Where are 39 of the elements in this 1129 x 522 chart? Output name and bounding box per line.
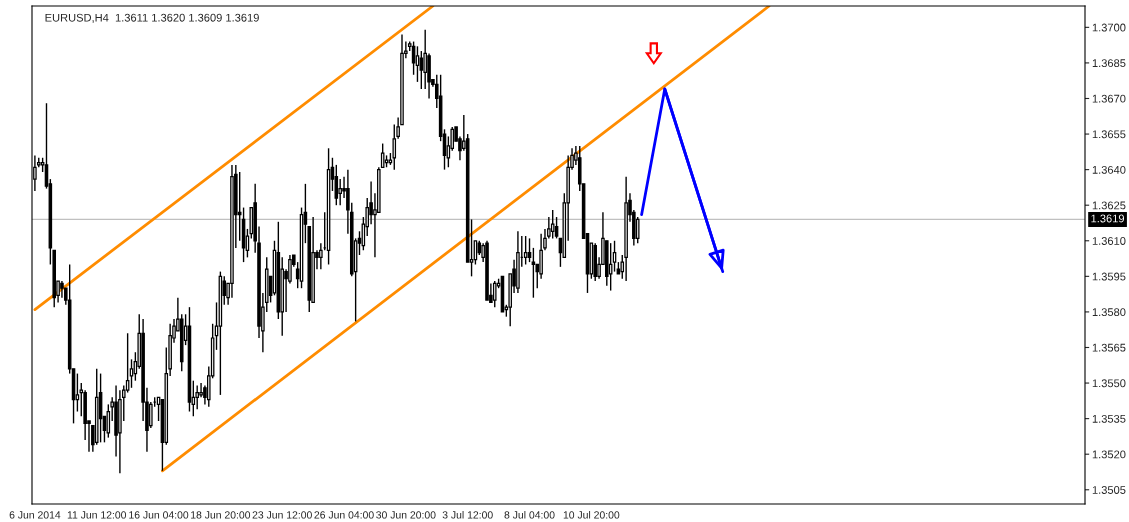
y-tick-label: 1.3670	[1092, 94, 1126, 103]
x-tick-label: 16 Jun 04:00	[129, 511, 189, 519]
y-tick-label: 1.3565	[1092, 343, 1126, 352]
candlestick	[527, 237, 532, 263]
candlestick	[338, 178, 342, 206]
x-tick-label: 10 Jul 20:00	[563, 510, 620, 519]
x-tick-label: 30 Jun 20:00	[376, 511, 436, 519]
candlestick	[550, 209, 555, 240]
ref-line-label: 1.3619	[1091, 214, 1125, 223]
y-tick-label: 1.3535	[1092, 414, 1126, 423]
y-tick-label: 1.3505	[1092, 486, 1126, 494]
y-tick-label: 1.3640	[1092, 165, 1126, 174]
y-tick-label: 1.3685	[1092, 59, 1126, 68]
text: EURUSD,H4 1.3611 1.3620 1.3609 1.3619	[45, 13, 259, 23]
x-tick-label: 8 Jul 04:00	[504, 510, 555, 519]
y-tick-label: 1.3625	[1092, 201, 1126, 210]
x-tick-label: 11 Jun 12:00	[67, 511, 127, 519]
x-tick-label: 6 Jun 2014	[9, 511, 61, 519]
y-tick-label: 1.3655	[1092, 130, 1126, 139]
x-tick-label: 18 Jun 20:00	[191, 511, 251, 519]
y-tick-label: 1.3580	[1092, 308, 1126, 317]
x-tick-label: 3 Jul 12:00	[442, 510, 493, 519]
y-tick-label: 1.3610	[1092, 237, 1126, 245]
candlestick	[60, 280, 64, 299]
y-tick-label: 1.3595	[1092, 272, 1126, 281]
candlestick	[319, 242, 323, 270]
candlestick	[492, 280, 497, 308]
candlestick	[523, 235, 528, 266]
candlestick	[199, 382, 203, 398]
y-tick-label: 1.3520	[1092, 450, 1126, 459]
candlestick	[75, 372, 80, 413]
candlestick	[531, 247, 536, 299]
candlestick	[149, 401, 153, 429]
candlestick	[129, 358, 134, 389]
x-tick-label: 26 Jun 04:00	[314, 511, 374, 519]
candlestick	[635, 216, 640, 244]
y-tick-label: 1.3550	[1092, 379, 1126, 388]
y-tick-label: 1.3700	[1092, 23, 1126, 32]
x-tick-label: 23 Jun 12:00	[252, 511, 312, 519]
